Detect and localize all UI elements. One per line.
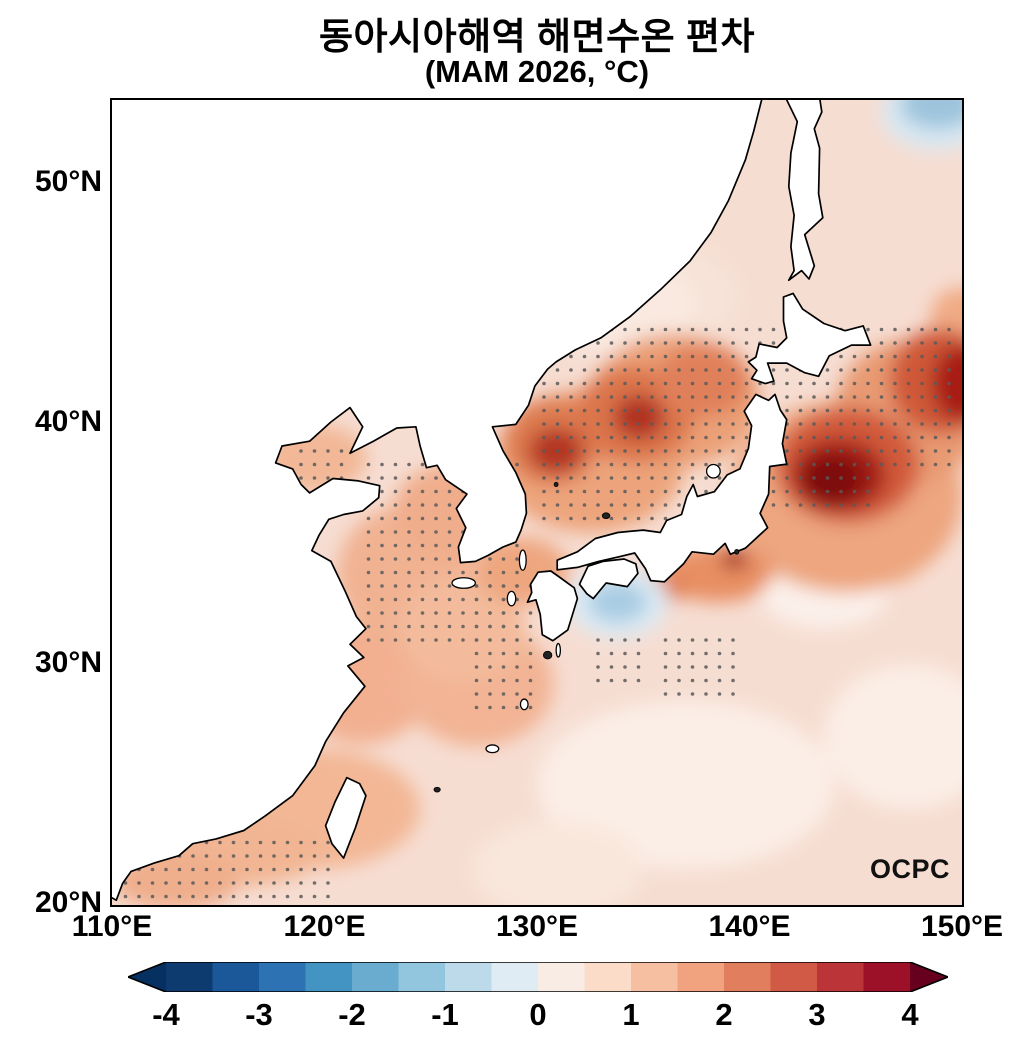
sst-anomaly-map [112, 100, 962, 905]
island-tanegashima [555, 642, 562, 658]
island-amami [519, 698, 529, 711]
land-coastlines [112, 100, 872, 902]
island-yakushima [542, 650, 553, 660]
ocpc-logo: OCPC [869, 854, 950, 884]
coastline-kyushu [526, 570, 579, 642]
island-izu-oshima [734, 548, 740, 555]
island-sado [705, 463, 721, 479]
colorbar-tick-label: -2 [338, 997, 366, 1032]
coastline-shikoku [578, 558, 639, 600]
colorbar-tick-label: 1 [622, 997, 640, 1032]
x-tick-label: 130°E [495, 910, 579, 943]
colorbar-tick-label: 3 [808, 997, 826, 1032]
island-oki [601, 512, 611, 520]
island-jeju [451, 577, 477, 589]
x-tick-label: 150°E [920, 910, 1004, 943]
island-ulleungdo [553, 481, 559, 488]
x-tick-label: 120°E [283, 910, 366, 943]
x-tick-label: 140°E [708, 910, 791, 943]
coastline-mainland_asia [112, 100, 763, 902]
x-tick-label: 110°E [71, 910, 153, 943]
y-tick-label: 20°N [34, 886, 102, 919]
colorbar-gradient [125, 961, 951, 993]
colorbar-tick-label: -1 [431, 997, 459, 1032]
coastline-honshu [556, 393, 788, 583]
colorbar-tick-label: 2 [715, 997, 733, 1032]
y-tick-label: 50°N [34, 165, 102, 199]
colorbar-tick-label: -3 [245, 997, 273, 1032]
colorbar: -4 -3 -2 -1 0 1 2 3 4 [125, 961, 951, 1032]
colorbar-tick-label: -4 [152, 997, 180, 1032]
island-goto [506, 590, 517, 607]
y-tick-label: 40°N [34, 405, 102, 439]
colorbar-tick-label: 0 [529, 997, 547, 1032]
island-tsushima [518, 549, 527, 571]
coastline-taiwan [324, 776, 367, 859]
colorbar-tick-label: 4 [901, 997, 919, 1032]
chart-subtitle: (MAM 2026, °C) [424, 54, 650, 89]
coastline-hokkaido [747, 292, 872, 385]
map-plot-area: OCPC [110, 98, 964, 907]
y-tick-label: 30°N [34, 645, 102, 679]
island-miyako [433, 786, 441, 793]
island-okinawa [485, 744, 500, 754]
chart-title: 동아시아해역 해면수온 편차 [318, 16, 756, 57]
coastline-sakhalin [785, 100, 824, 282]
